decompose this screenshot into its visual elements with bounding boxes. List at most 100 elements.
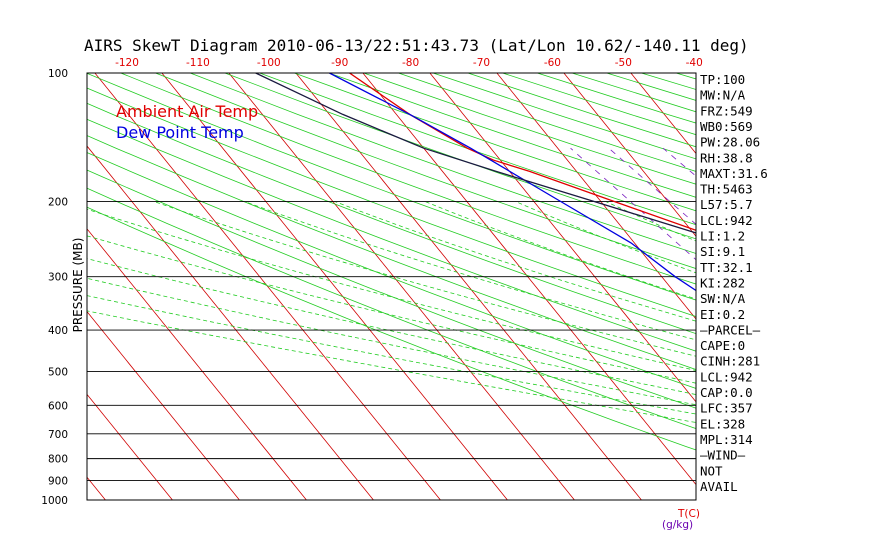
mixing-ratio-line — [805, 148, 870, 509]
isotherm-line — [362, 73, 696, 486]
plot-frame — [86, 72, 697, 501]
isotherm-line — [832, 73, 870, 500]
index-value: KI:282 — [700, 275, 745, 290]
legend-ambient-air-temp: Ambient Air Temp — [116, 102, 258, 121]
pressure-tick-label: 200 — [48, 197, 68, 209]
isotherm-line — [228, 73, 575, 500]
moist-adiabat-line — [424, 201, 696, 300]
index-value: RH:38.8 — [700, 150, 753, 165]
mixing-ratio-line — [836, 148, 870, 509]
dry-adiabat-line — [780, 73, 870, 509]
parcel-line — [255, 73, 696, 234]
index-value: LI:1.2 — [700, 229, 745, 244]
index-value: TT:32.1 — [700, 260, 753, 275]
top-temperature-tick: -60 — [544, 57, 561, 69]
moist-adiabat-line — [87, 277, 696, 406]
index-value: MW:N/A — [700, 88, 746, 103]
top-temperature-tick: -40 — [686, 57, 703, 69]
legend-dew-point-temp: Dew Point Temp — [116, 123, 244, 142]
dry-adiabat-line — [120, 73, 696, 285]
top-temperature-tick: -70 — [473, 57, 490, 69]
top-temperature-tick: -80 — [402, 57, 419, 69]
dry-adiabat-line — [87, 87, 696, 317]
top-temperature-axis: -120 -110 -100 -90 -80 -70 -60 -50 -40 — [115, 57, 703, 69]
bottom-axis-unit: T(C) — [677, 508, 700, 520]
index-value: AVAIL — [700, 479, 738, 494]
isotherm-line — [563, 73, 696, 237]
index-value: EI:0.2 — [700, 307, 745, 322]
index-value: EL:328 — [700, 416, 745, 431]
moist-adiabat-line — [334, 201, 696, 322]
index-value: SI:9.1 — [700, 244, 745, 259]
index-value: TP:100 — [700, 72, 745, 87]
top-temperature-tick: -120 — [115, 57, 139, 69]
isotherm-line — [87, 393, 173, 500]
dry-adiabat-line — [87, 73, 696, 301]
moist-adiabat-line — [87, 235, 696, 384]
pressure-tick-label: 300 — [48, 272, 68, 284]
dry-adiabat-line — [87, 152, 696, 389]
dry-adiabat-line — [746, 73, 870, 509]
index-value: MPL:314 — [700, 432, 753, 447]
dry-adiabat-line — [850, 73, 870, 509]
mixing-ratio-line — [608, 147, 696, 225]
top-temperature-tick: -90 — [331, 57, 348, 69]
dry-adiabat-line — [87, 135, 696, 370]
index-value: —PARCEL— — [700, 322, 761, 337]
dry-adiabat-line — [87, 187, 696, 430]
dry-adiabat-line — [190, 73, 696, 254]
mixing-ratio-line — [784, 148, 870, 509]
index-value: FRZ:549 — [700, 103, 753, 118]
ambient-air-temp-line — [349, 73, 696, 232]
index-value: —WIND— — [700, 448, 746, 463]
top-temperature-tick: -50 — [615, 57, 632, 69]
dry-adiabat-line — [259, 73, 696, 226]
index-value: L57:5.7 — [700, 197, 753, 212]
dry-adiabat-line — [87, 169, 696, 409]
isotherm-line — [87, 310, 240, 500]
dew-point-temp-line — [329, 73, 696, 292]
pressure-tick-label: 100 — [48, 68, 68, 80]
index-value: TH:5463 — [700, 182, 753, 197]
isotherm-line — [87, 228, 307, 500]
dry-adiabat-line — [294, 73, 696, 212]
pressure-tick-label: 500 — [48, 366, 68, 378]
index-value: LFC:357 — [700, 401, 753, 416]
index-value: WB0:569 — [700, 119, 753, 134]
index-value: NOT — [700, 463, 723, 478]
stability-indices-panel: TP:100MW:N/AFRZ:549WB0:569PW:28.06RH:38.… — [700, 72, 768, 494]
y-axis-label: PRESSURE (MB) — [71, 238, 85, 333]
index-value: CINH:281 — [700, 354, 760, 369]
dry-adiabat-line — [155, 73, 696, 269]
mixing-ratio-line — [662, 147, 696, 177]
dry-adiabat-line — [87, 102, 696, 335]
dry-adiabat-line — [87, 206, 696, 451]
index-value: SW:N/A — [700, 291, 746, 306]
index-value: CAP:0.0 — [700, 385, 753, 400]
isotherm-line — [295, 73, 642, 500]
mixing-ratio-lines — [570, 147, 870, 509]
pressure-tick-label: 700 — [48, 429, 68, 441]
index-value: LCL:942 — [700, 213, 753, 228]
index-value: MAXT:31.6 — [700, 166, 768, 181]
sounding-series — [255, 73, 696, 292]
adiabat-lines — [87, 73, 870, 509]
isotherm-line — [496, 73, 696, 320]
moist-adiabat-line — [87, 310, 696, 423]
pressure-tick-label: 900 — [48, 475, 68, 487]
moist-adiabat-line — [244, 201, 696, 341]
isotherm-line — [87, 145, 374, 500]
isotherm-line — [161, 73, 508, 500]
isotherm-line — [94, 73, 441, 500]
mixing-ratio-line — [755, 148, 870, 509]
pressure-axis: 100 200 300 400 500 600 700 800 900 1000 — [41, 68, 68, 507]
index-value: LCL:942 — [700, 369, 753, 384]
index-value: PW:28.06 — [700, 135, 760, 150]
top-temperature-tick: -100 — [257, 57, 281, 69]
mixing-ratio-unit-label: (g/kg) — [662, 519, 693, 531]
dry-adiabat-line — [432, 73, 696, 160]
top-temperature-tick: -110 — [186, 57, 210, 69]
mixing-ratio-unit: (g/kg) — [662, 519, 693, 531]
isotherm-line — [429, 73, 696, 403]
